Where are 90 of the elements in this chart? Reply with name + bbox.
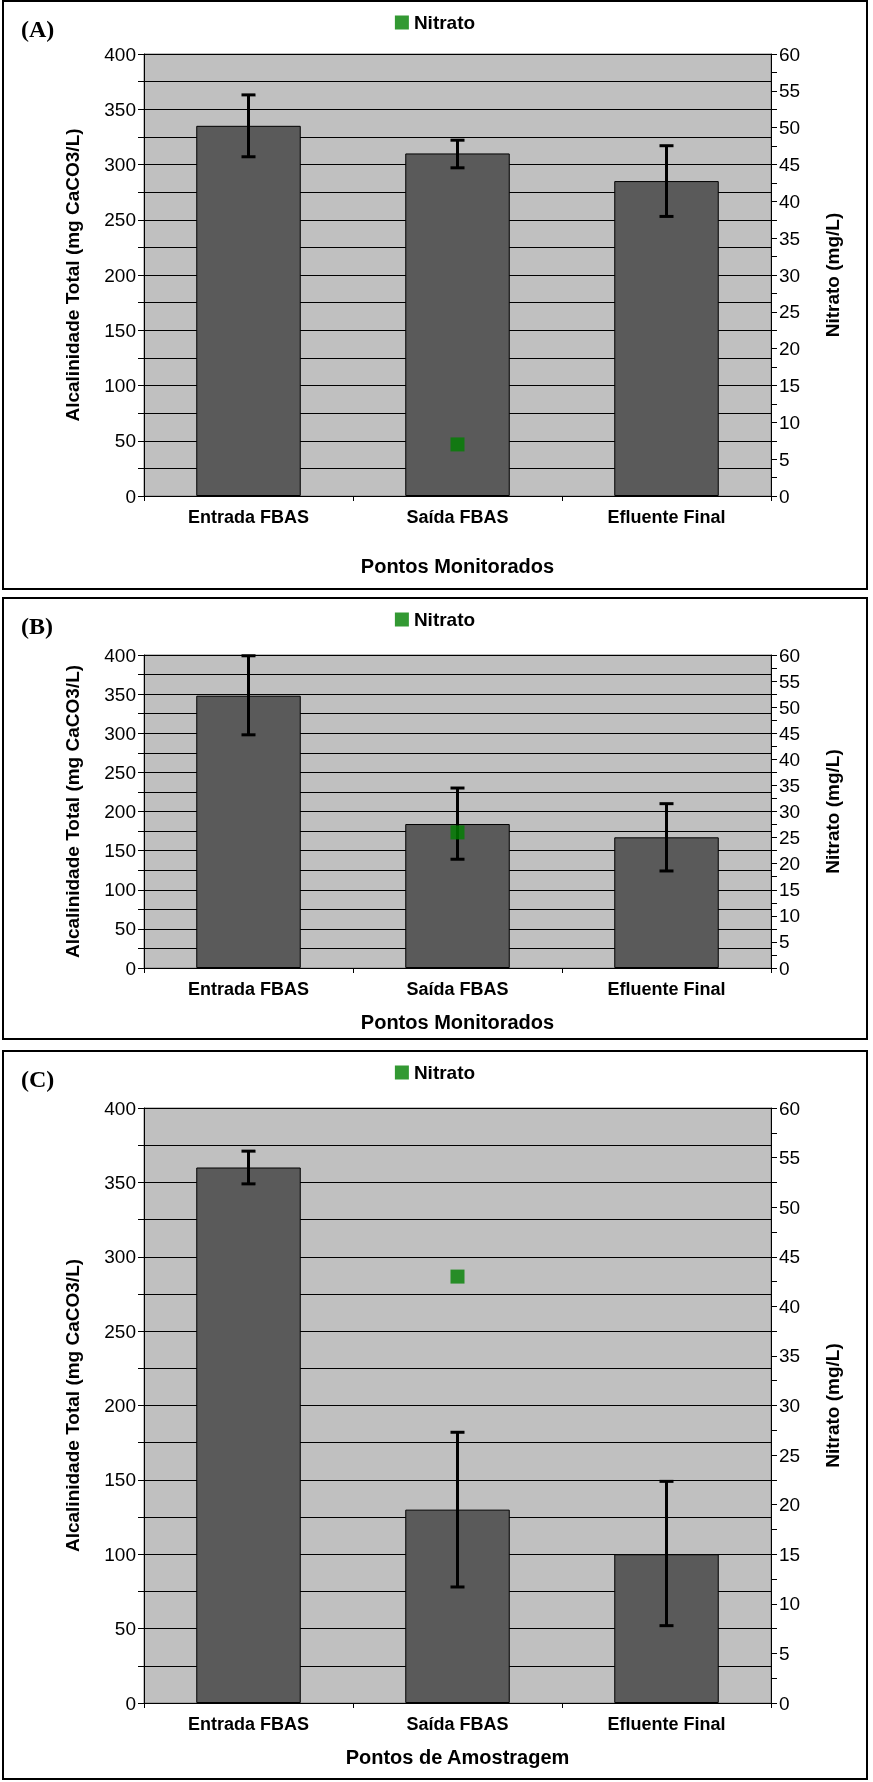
y-tick-label: 50 [114, 430, 136, 452]
y2-tick-label: 55 [779, 80, 801, 102]
y-tick-label: 350 [104, 683, 136, 705]
x-tick-label: Entrada FBAS [187, 1714, 310, 1734]
y-tick-label: 350 [104, 1171, 136, 1193]
y2-tick-label: 20 [779, 1494, 801, 1516]
y2-tick-label: 25 [779, 1444, 801, 1466]
y-axis-title: Alcalinidade Total (mg CaCO3/L) [62, 128, 83, 422]
y2-tick-label: 35 [779, 227, 801, 249]
y-tick-label: 200 [104, 264, 136, 286]
y-tick-label: 200 [104, 801, 136, 822]
y2-tick-label: 5 [779, 1642, 790, 1664]
y2-tick-label: 60 [779, 644, 801, 666]
y2-axis-title: Nitrato (mg/L) [822, 1343, 843, 1468]
x-axis-title: Pontos Monitorados [360, 1011, 555, 1033]
y2-tick-label: 30 [779, 1395, 801, 1416]
y-tick-label: 150 [104, 840, 136, 862]
y-tick-label: 250 [104, 1320, 136, 1342]
x-axis-title: Pontos Monitorados [360, 555, 555, 577]
y-tick-label: 0 [125, 957, 136, 979]
y-tick-label: 150 [104, 319, 136, 341]
legend-label: Nitrato [413, 1062, 476, 1083]
y2-tick-label: 35 [779, 1345, 801, 1367]
chart-title: (A) [21, 16, 55, 42]
y-tick-label: 400 [104, 43, 136, 65]
y2-tick-label: 60 [779, 1097, 801, 1119]
y2-tick-label: 10 [779, 905, 801, 927]
y-tick-label: 400 [104, 1097, 136, 1119]
y-tick-label: 200 [104, 1395, 136, 1416]
y2-tick-label: 40 [779, 190, 801, 212]
y2-tick-label: 15 [779, 879, 801, 901]
y2-tick-label: 40 [779, 748, 801, 770]
x-tick-label: Entrada FBAS [187, 507, 310, 527]
y2-tick-label: 50 [779, 1196, 801, 1218]
x-axis-title: Pontos de Amostragem [345, 1746, 570, 1768]
y2-axis-title: Nitrato (mg/L) [822, 749, 843, 874]
y2-tick-label: 30 [779, 801, 801, 822]
y-axis-title: Alcalinidade Total (mg CaCO3/L) [62, 1258, 83, 1553]
y-tick-label: 300 [104, 722, 136, 744]
y-tick-label: 0 [125, 1692, 136, 1714]
legend-label: Nitrato [413, 609, 476, 630]
x-tick-label: Efluente Final [607, 1714, 726, 1734]
x-tick-label: Efluente Final [607, 979, 726, 999]
y-tick-label: 100 [104, 375, 136, 396]
y2-tick-label: 45 [779, 154, 801, 175]
y-tick-label: 250 [104, 209, 136, 231]
y2-tick-label: 55 [779, 1147, 801, 1169]
y2-axis-title: Nitrato (mg/L) [822, 212, 843, 338]
y2-tick-label: 50 [779, 696, 801, 718]
chart-title: (C) [21, 1066, 55, 1092]
chart-title: (B) [21, 613, 53, 639]
y2-tick-label: 5 [779, 448, 790, 470]
y2-tick-label: 15 [779, 1543, 801, 1565]
y2-tick-label: 25 [779, 827, 801, 849]
y-tick-label: 100 [104, 1543, 136, 1565]
y-tick-label: 100 [104, 879, 136, 901]
y-tick-label: 250 [104, 761, 136, 783]
x-tick-label: Saída FBAS [406, 507, 509, 527]
y-tick-label: 400 [104, 644, 136, 666]
y-tick-label: 0 [125, 485, 136, 507]
x-tick-label: Saída FBAS [406, 979, 509, 999]
y2-tick-label: 40 [779, 1295, 801, 1317]
y-tick-label: 150 [104, 1469, 136, 1491]
y2-tick-label: 15 [779, 375, 801, 396]
y2-tick-label: 45 [779, 722, 801, 744]
y2-tick-label: 55 [779, 670, 801, 692]
y2-tick-label: 25 [779, 301, 801, 323]
y-axis-title: Alcalinidade Total (mg CaCO3/L) [62, 664, 83, 959]
y2-tick-label: 60 [779, 43, 801, 65]
y2-tick-label: 0 [779, 485, 790, 507]
x-tick-label: Saída FBAS [406, 1714, 509, 1734]
y2-tick-label: 5 [779, 931, 790, 953]
legend-label: Nitrato [413, 12, 476, 33]
x-tick-label: Efluente Final [607, 507, 726, 527]
y2-tick-label: 35 [779, 774, 801, 796]
y-tick-label: 300 [104, 154, 136, 175]
y2-tick-label: 20 [779, 853, 801, 875]
y-tick-label: 300 [104, 1246, 136, 1268]
y2-tick-label: 20 [779, 338, 801, 360]
y2-tick-label: 45 [779, 1246, 801, 1268]
y-tick-label: 50 [114, 918, 136, 940]
y-tick-label: 50 [114, 1618, 136, 1640]
y-tick-label: 350 [104, 98, 136, 120]
y2-tick-label: 0 [779, 957, 790, 979]
y2-tick-label: 0 [779, 1692, 790, 1714]
y2-tick-label: 10 [779, 1593, 801, 1615]
y2-tick-label: 10 [779, 411, 801, 433]
y2-tick-label: 50 [779, 117, 801, 139]
x-tick-label: Entrada FBAS [187, 979, 310, 999]
y2-tick-label: 30 [779, 264, 801, 286]
